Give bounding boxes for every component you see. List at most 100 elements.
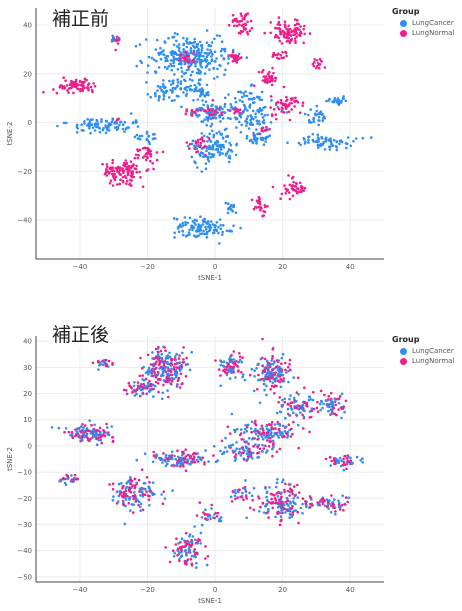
point-lungcancer <box>196 541 199 545</box>
point-lungnormal <box>248 373 252 377</box>
point-lungnormal <box>184 560 188 564</box>
point-lungnormal <box>155 360 158 364</box>
point-lungnormal <box>229 54 233 57</box>
point-lungcancer <box>245 452 249 455</box>
point-lungcancer <box>176 45 179 48</box>
point-lungcancer <box>203 118 206 121</box>
point-lungnormal <box>122 491 126 494</box>
point-lungnormal <box>291 184 295 187</box>
point-lungcancer <box>183 216 187 219</box>
point-lungnormal <box>139 176 142 179</box>
point-lungnormal <box>74 78 78 82</box>
point-lungnormal <box>154 347 158 351</box>
point-lungcancer <box>187 551 191 554</box>
point-lungcancer <box>326 503 330 506</box>
point-lungcancer <box>252 451 255 455</box>
point-lungnormal <box>67 91 70 94</box>
point-lungnormal <box>108 182 112 185</box>
y-tick-label: −30 <box>17 521 32 529</box>
point-lungcancer <box>278 424 282 427</box>
point-lungcancer <box>180 105 183 109</box>
point-lungcancer <box>277 372 280 376</box>
point-lungcancer <box>146 64 150 67</box>
x-axis-title: tSNE-1 <box>198 274 222 282</box>
point-lungcancer <box>174 457 177 461</box>
point-lungcancer <box>240 428 243 431</box>
point-lungnormal <box>339 406 343 409</box>
point-lungcancer <box>205 59 209 62</box>
point-lungcancer <box>320 113 324 117</box>
point-lungnormal <box>200 138 204 141</box>
point-lungcancer <box>186 233 189 237</box>
point-lungnormal <box>127 502 131 505</box>
point-lungnormal <box>122 388 126 392</box>
point-lungnormal <box>257 373 260 377</box>
point-lungcancer <box>234 153 238 157</box>
point-lungnormal <box>98 426 102 430</box>
point-lungcancer <box>322 141 325 144</box>
point-lungnormal <box>149 363 153 366</box>
point-lungnormal <box>131 484 135 487</box>
point-lungcancer <box>244 120 247 123</box>
point-lungcancer <box>262 511 266 514</box>
legend-item-normal[interactable]: LungNormal <box>392 28 462 38</box>
point-lungnormal <box>284 368 287 372</box>
point-lungcancer <box>174 375 178 379</box>
point-lungcancer <box>258 510 261 513</box>
legend-label-cancer: LungCancer <box>412 19 454 27</box>
point-lungnormal <box>342 508 345 512</box>
y-tick-label: 0 <box>28 442 32 450</box>
point-lungnormal <box>274 427 277 430</box>
point-lungnormal <box>244 495 248 498</box>
point-lungnormal <box>344 496 348 499</box>
point-lungcancer <box>337 402 341 405</box>
point-lungcancer <box>190 350 193 354</box>
point-lungcancer <box>177 455 180 459</box>
point-lungcancer <box>229 370 233 374</box>
point-lungcancer <box>121 123 125 127</box>
point-lungnormal <box>230 365 233 369</box>
point-lungcancer <box>226 116 230 120</box>
point-lungcancer <box>169 88 172 92</box>
point-lungcancer <box>127 479 130 483</box>
point-lungnormal <box>283 490 286 494</box>
point-lungcancer <box>132 384 136 388</box>
point-lungcancer <box>286 430 290 434</box>
point-lungcancer <box>163 65 167 69</box>
point-lungnormal <box>233 19 237 22</box>
point-lungcancer <box>243 107 247 111</box>
point-lungnormal <box>272 108 276 111</box>
point-lungnormal <box>295 31 299 35</box>
point-lungcancer <box>156 84 160 88</box>
point-lungcancer <box>216 75 219 79</box>
point-lungcancer <box>178 369 182 372</box>
point-lungcancer <box>227 93 230 96</box>
point-lungcancer <box>191 139 195 143</box>
point-lungcancer <box>222 57 226 60</box>
point-lungcancer <box>286 434 290 437</box>
point-lungcancer <box>239 115 243 119</box>
point-lungnormal <box>154 362 157 366</box>
point-lungcancer <box>268 486 271 489</box>
point-lungnormal <box>212 454 215 457</box>
point-lungnormal <box>127 165 131 168</box>
point-lungnormal <box>162 452 165 455</box>
point-lungcancer <box>333 400 337 403</box>
point-lungnormal <box>277 20 281 24</box>
point-lungnormal <box>88 429 91 432</box>
point-lungcancer <box>338 142 341 146</box>
legend-item-cancer[interactable]: LungCancer <box>392 346 462 356</box>
point-lungnormal <box>63 430 66 434</box>
point-lungnormal <box>232 57 236 60</box>
point-lungnormal <box>96 359 100 363</box>
legend-item-normal[interactable]: LungNormal <box>392 356 462 366</box>
point-lungnormal <box>279 519 283 523</box>
legend-item-cancer[interactable]: LungCancer <box>392 18 462 28</box>
point-lungcancer <box>218 153 222 157</box>
point-lungcancer <box>282 502 286 506</box>
point-lungnormal <box>277 27 281 30</box>
point-lungcancer <box>307 135 310 139</box>
point-lungnormal <box>138 148 142 152</box>
point-lungcancer <box>167 459 170 463</box>
point-lungnormal <box>302 427 305 430</box>
